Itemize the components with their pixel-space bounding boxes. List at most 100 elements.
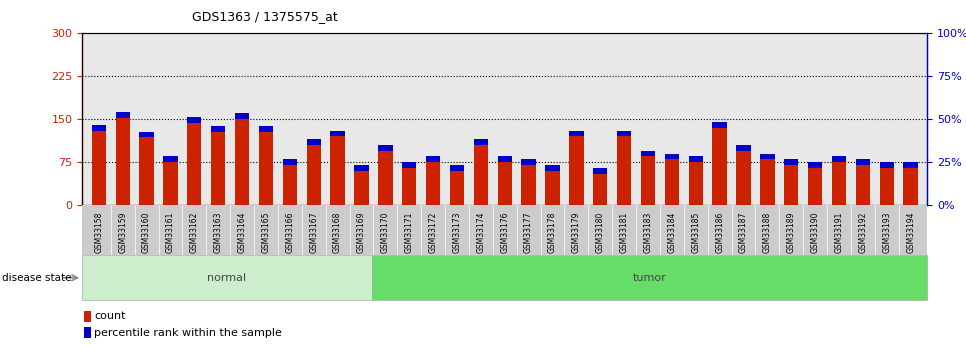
Bar [139,137,154,205]
Bar [522,165,536,205]
Bar [497,162,512,205]
Bar [402,162,416,168]
Bar [450,171,464,205]
Text: GSM33171: GSM33171 [405,211,413,253]
Bar [163,162,178,205]
Text: count: count [95,311,126,321]
Bar [235,113,249,119]
Text: GSM33168: GSM33168 [333,211,342,253]
Text: GDS1363 / 1375575_at: GDS1363 / 1375575_at [192,10,338,23]
Text: disease state: disease state [2,273,71,283]
Text: GSM33158: GSM33158 [95,211,103,253]
Bar [330,136,345,205]
Bar [713,128,726,205]
Bar [569,136,583,205]
Bar [283,165,297,205]
Bar [546,165,559,171]
Bar [473,139,488,145]
Text: GSM33169: GSM33169 [357,211,366,253]
Bar [760,159,775,205]
Text: GSM33181: GSM33181 [619,211,629,253]
Bar [187,123,202,205]
Bar [617,136,632,205]
Text: GSM33160: GSM33160 [142,211,151,253]
Bar [259,126,273,132]
Bar [760,154,775,159]
Bar [372,255,927,300]
Text: GSM33170: GSM33170 [381,211,390,253]
Text: GSM33185: GSM33185 [692,211,700,253]
Bar [187,117,202,123]
Text: GSM33162: GSM33162 [190,211,199,253]
Bar [808,162,822,168]
Bar [546,171,559,205]
Bar [903,168,918,205]
Text: GSM33177: GSM33177 [525,211,533,253]
Bar [808,168,822,205]
Bar [856,165,870,205]
Text: GSM33164: GSM33164 [238,211,246,253]
Bar [880,162,894,168]
Bar [736,145,751,151]
Bar [211,126,225,132]
Bar [689,162,703,205]
Text: GSM33179: GSM33179 [572,211,581,253]
Text: GSM33180: GSM33180 [596,211,605,253]
Bar [402,168,416,205]
Text: GSM33173: GSM33173 [452,211,462,253]
Text: GSM33159: GSM33159 [118,211,128,253]
Text: GSM33172: GSM33172 [429,211,438,253]
Text: GSM33161: GSM33161 [166,211,175,253]
Bar [880,168,894,205]
Text: percentile rank within the sample: percentile rank within the sample [95,328,282,337]
Bar [116,112,129,118]
Bar [450,165,464,171]
Bar [640,151,655,156]
Bar [689,156,703,162]
Text: GSM33184: GSM33184 [668,211,676,253]
Bar [569,130,583,136]
Text: GSM33165: GSM33165 [262,211,270,253]
Bar [736,151,751,205]
Bar [355,165,369,171]
Bar [92,125,106,130]
Text: GSM33193: GSM33193 [882,211,892,253]
Text: GSM33188: GSM33188 [763,211,772,253]
Text: GSM33189: GSM33189 [786,211,796,253]
Bar [617,130,632,136]
Bar [163,156,178,162]
Text: GSM33191: GSM33191 [835,211,843,253]
Bar [426,156,440,162]
Bar [84,310,91,322]
Text: GSM33163: GSM33163 [213,211,223,253]
Bar [306,145,321,205]
Bar [139,132,154,137]
Bar [593,174,608,205]
Bar [522,159,536,165]
Text: GSM33190: GSM33190 [810,211,819,253]
Bar [306,139,321,145]
Bar [355,171,369,205]
Bar [426,162,440,205]
Bar [640,156,655,205]
Bar [473,145,488,205]
Text: GSM33192: GSM33192 [859,211,867,253]
Bar [665,154,679,159]
Text: GSM33178: GSM33178 [548,211,557,253]
Bar [497,156,512,162]
Text: normal: normal [208,273,246,283]
Text: GSM33187: GSM33187 [739,211,748,253]
Bar [378,145,392,151]
Bar [82,255,372,300]
Text: GSM33194: GSM33194 [906,211,915,253]
Bar [378,151,392,205]
Text: GSM33176: GSM33176 [500,211,509,253]
Bar [283,159,297,165]
Text: GSM33183: GSM33183 [643,211,652,253]
Text: GSM33166: GSM33166 [285,211,295,253]
Bar [784,159,799,165]
Bar [784,165,799,205]
Bar [330,130,345,136]
Bar [84,327,91,338]
Bar [903,162,918,168]
